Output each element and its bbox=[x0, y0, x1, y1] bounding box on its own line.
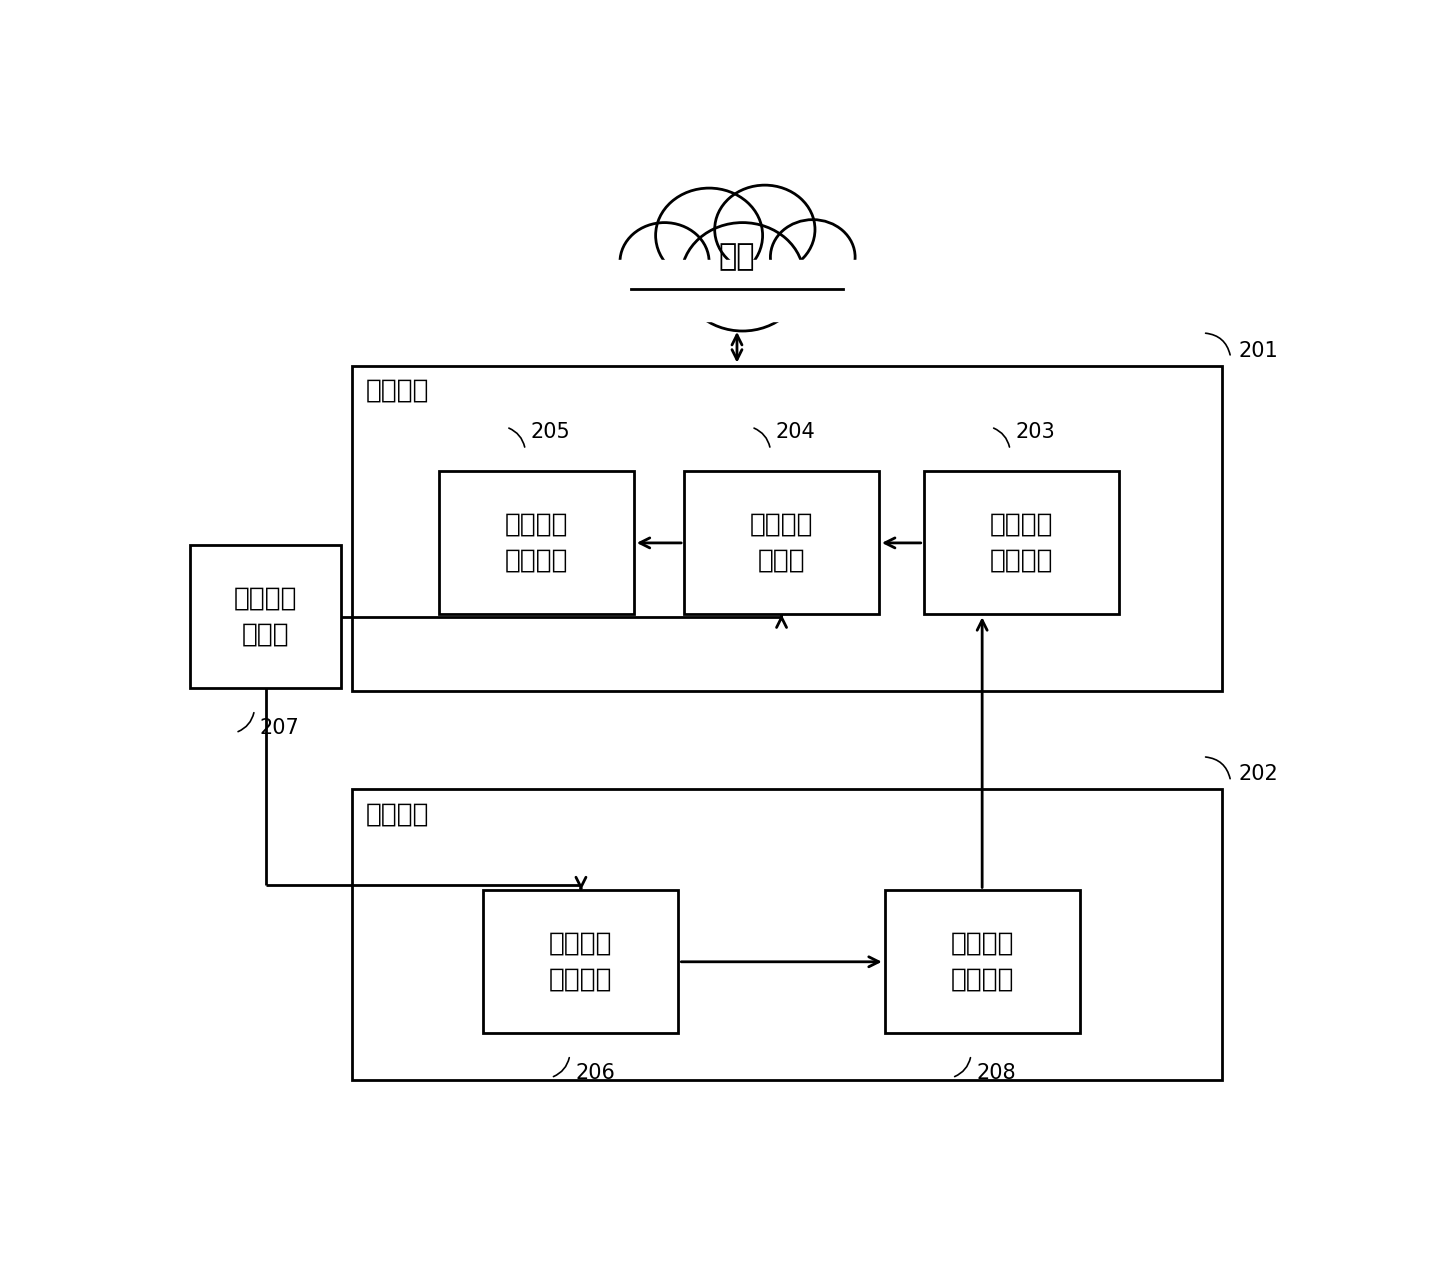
Text: 203: 203 bbox=[1015, 422, 1055, 442]
Text: 网络: 网络 bbox=[719, 243, 755, 271]
Bar bbox=[352, 366, 1222, 691]
Text: 业务请求
生成模块: 业务请求 生成模块 bbox=[549, 931, 613, 993]
Text: 业务请求
发送模块: 业务请求 发送模块 bbox=[951, 931, 1014, 993]
Text: 201: 201 bbox=[1238, 340, 1278, 361]
Circle shape bbox=[771, 220, 856, 294]
Text: 带宽资源
分配模块: 带宽资源 分配模块 bbox=[505, 512, 568, 573]
Circle shape bbox=[620, 223, 709, 301]
Circle shape bbox=[682, 223, 804, 332]
Text: 202: 202 bbox=[1238, 764, 1278, 785]
Circle shape bbox=[715, 186, 815, 274]
Circle shape bbox=[656, 188, 762, 283]
Text: 优级级分
配模块: 优级级分 配模块 bbox=[234, 586, 298, 648]
Bar bbox=[352, 790, 1222, 1080]
Bar bbox=[439, 471, 634, 614]
Text: 206: 206 bbox=[575, 1062, 615, 1083]
Text: 优先级判
断模块: 优先级判 断模块 bbox=[749, 512, 814, 573]
Text: 终端设备: 终端设备 bbox=[365, 801, 430, 827]
Text: 业务请求
接收模块: 业务请求 接收模块 bbox=[989, 512, 1053, 573]
Text: 208: 208 bbox=[976, 1062, 1017, 1083]
Bar bbox=[884, 891, 1080, 1033]
Text: 205: 205 bbox=[531, 422, 571, 442]
Text: 207: 207 bbox=[260, 718, 299, 737]
Text: 局端设备: 局端设备 bbox=[365, 378, 430, 403]
Bar bbox=[608, 260, 866, 321]
Text: 204: 204 bbox=[777, 422, 815, 442]
Bar bbox=[190, 545, 341, 689]
Bar bbox=[684, 471, 879, 614]
Bar bbox=[483, 891, 679, 1033]
Bar bbox=[923, 471, 1119, 614]
